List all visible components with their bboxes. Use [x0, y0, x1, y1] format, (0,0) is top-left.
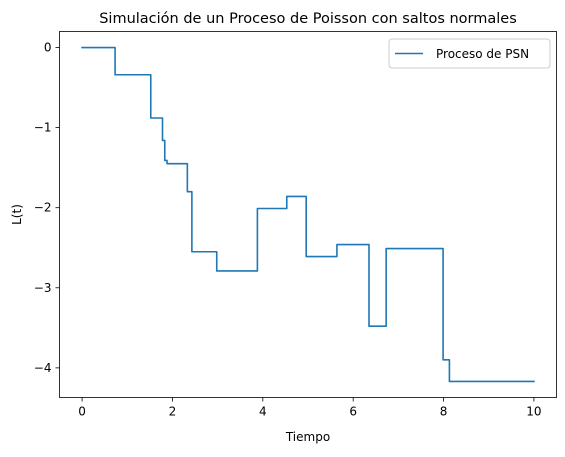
- x-axis-label: Tiempo: [285, 430, 330, 444]
- x-tick-label: 4: [259, 405, 267, 419]
- plot-frame: [59, 31, 557, 398]
- x-tick-label: 6: [349, 405, 357, 419]
- y-tick-label: −2: [34, 201, 52, 215]
- y-axis-ticks: 0 −1 −2 −3 −4: [34, 41, 60, 375]
- x-tick-label: 0: [78, 405, 86, 419]
- y-axis-label: L(t): [10, 204, 24, 225]
- series-line-0: [81, 46, 535, 383]
- x-tick-label: 8: [440, 405, 448, 419]
- y-tick-label: 0: [44, 41, 52, 55]
- x-tick-label: 10: [526, 405, 541, 419]
- x-axis-ticks: 0 2 4 6 8 10: [78, 397, 542, 419]
- legend-label-proceso-de-psn: Proceso de PSN: [436, 47, 529, 61]
- series-layer: [81, 46, 535, 383]
- x-tick-label: 2: [169, 405, 177, 419]
- y-tick-label: −3: [34, 281, 52, 295]
- plot-area: [59, 31, 557, 398]
- chart-title: Simulación de un Proceso de Poisson con …: [99, 11, 517, 27]
- legend: Proceso de PSN: [388, 38, 551, 69]
- y-tick-label: −4: [34, 361, 52, 375]
- legend-box: [388, 38, 551, 69]
- y-tick-label: −1: [34, 121, 52, 135]
